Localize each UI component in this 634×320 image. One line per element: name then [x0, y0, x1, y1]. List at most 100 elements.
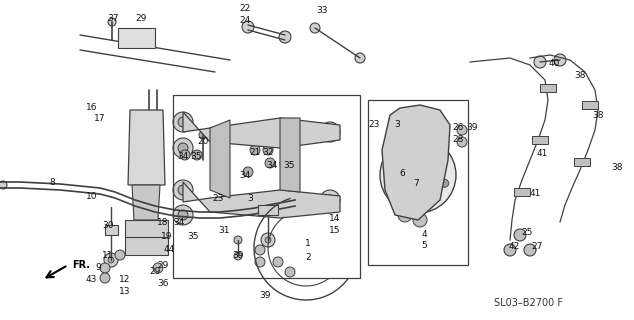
Polygon shape: [210, 120, 230, 198]
Circle shape: [173, 138, 193, 158]
Circle shape: [285, 267, 295, 277]
Polygon shape: [532, 136, 548, 144]
Circle shape: [398, 208, 412, 222]
Circle shape: [255, 257, 265, 267]
Circle shape: [310, 23, 320, 33]
Circle shape: [242, 21, 254, 33]
Text: 3: 3: [247, 194, 253, 203]
Circle shape: [457, 125, 467, 135]
Text: 14: 14: [329, 213, 340, 222]
Circle shape: [441, 179, 449, 187]
Text: 10: 10: [86, 191, 98, 201]
Text: 38: 38: [574, 70, 586, 79]
Circle shape: [173, 205, 193, 225]
Polygon shape: [105, 225, 118, 235]
Text: FR.: FR.: [72, 260, 90, 270]
Circle shape: [199, 131, 207, 139]
Circle shape: [108, 257, 114, 263]
Circle shape: [261, 233, 275, 247]
Text: 29: 29: [150, 268, 160, 276]
Text: 34: 34: [173, 218, 184, 227]
Text: 13: 13: [119, 286, 131, 295]
Text: 7: 7: [413, 179, 419, 188]
Text: 24: 24: [240, 15, 250, 25]
Circle shape: [514, 229, 526, 241]
Polygon shape: [132, 185, 160, 220]
Circle shape: [325, 127, 335, 137]
Text: 15: 15: [329, 226, 340, 235]
Text: SL03–B2700 F: SL03–B2700 F: [493, 298, 562, 308]
Polygon shape: [118, 28, 155, 48]
Text: 23: 23: [368, 119, 380, 129]
Circle shape: [398, 155, 438, 195]
Text: 41: 41: [536, 148, 548, 157]
Text: 38: 38: [592, 110, 604, 119]
Bar: [173, 95, 360, 278]
Circle shape: [534, 56, 546, 68]
Text: 37: 37: [107, 13, 119, 22]
Text: 39: 39: [466, 123, 478, 132]
Circle shape: [108, 18, 116, 26]
Circle shape: [430, 148, 438, 156]
Text: 4: 4: [421, 229, 427, 238]
Circle shape: [154, 226, 162, 234]
Circle shape: [398, 148, 405, 156]
Polygon shape: [582, 101, 598, 109]
Text: 12: 12: [119, 275, 131, 284]
Text: 31: 31: [218, 226, 230, 235]
Text: 33: 33: [316, 5, 328, 14]
Circle shape: [178, 143, 188, 153]
Circle shape: [104, 253, 118, 267]
Text: 17: 17: [94, 114, 106, 123]
Circle shape: [320, 122, 340, 142]
Circle shape: [273, 257, 283, 267]
Polygon shape: [382, 105, 450, 220]
Text: 39: 39: [232, 251, 243, 260]
Text: 38: 38: [611, 163, 623, 172]
Text: 28: 28: [452, 134, 463, 143]
Circle shape: [263, 145, 273, 155]
Circle shape: [0, 181, 7, 189]
Circle shape: [173, 112, 193, 132]
Circle shape: [100, 273, 110, 283]
Circle shape: [389, 114, 401, 126]
Circle shape: [255, 245, 265, 255]
Polygon shape: [574, 158, 590, 166]
Text: 16: 16: [86, 102, 98, 111]
Text: 29: 29: [135, 13, 146, 22]
Polygon shape: [125, 220, 168, 255]
Text: 25: 25: [521, 228, 533, 236]
Text: 39: 39: [259, 291, 271, 300]
Text: 3: 3: [394, 119, 400, 129]
Circle shape: [504, 244, 516, 256]
Text: 2: 2: [305, 252, 311, 261]
Circle shape: [320, 190, 340, 210]
Circle shape: [250, 145, 260, 155]
Polygon shape: [183, 182, 340, 218]
Polygon shape: [128, 110, 165, 185]
Text: 34: 34: [266, 161, 278, 170]
Text: 27: 27: [531, 242, 543, 251]
Text: 44: 44: [164, 244, 174, 253]
Circle shape: [234, 236, 242, 244]
Text: 35: 35: [187, 231, 198, 241]
Circle shape: [387, 180, 396, 188]
Circle shape: [355, 53, 365, 63]
Circle shape: [554, 54, 566, 66]
Circle shape: [243, 167, 253, 177]
Circle shape: [178, 210, 188, 220]
Bar: [368, 100, 468, 265]
Polygon shape: [540, 84, 556, 92]
Circle shape: [410, 113, 420, 123]
Text: 23: 23: [212, 194, 224, 203]
Circle shape: [415, 199, 422, 207]
Text: 30: 30: [102, 220, 113, 229]
Circle shape: [380, 137, 456, 213]
Text: 5: 5: [421, 241, 427, 250]
Text: 22: 22: [240, 4, 250, 12]
Circle shape: [115, 250, 125, 260]
Text: 40: 40: [548, 59, 560, 68]
Circle shape: [325, 195, 335, 205]
Text: 29: 29: [157, 261, 169, 270]
Text: 18: 18: [157, 218, 169, 227]
